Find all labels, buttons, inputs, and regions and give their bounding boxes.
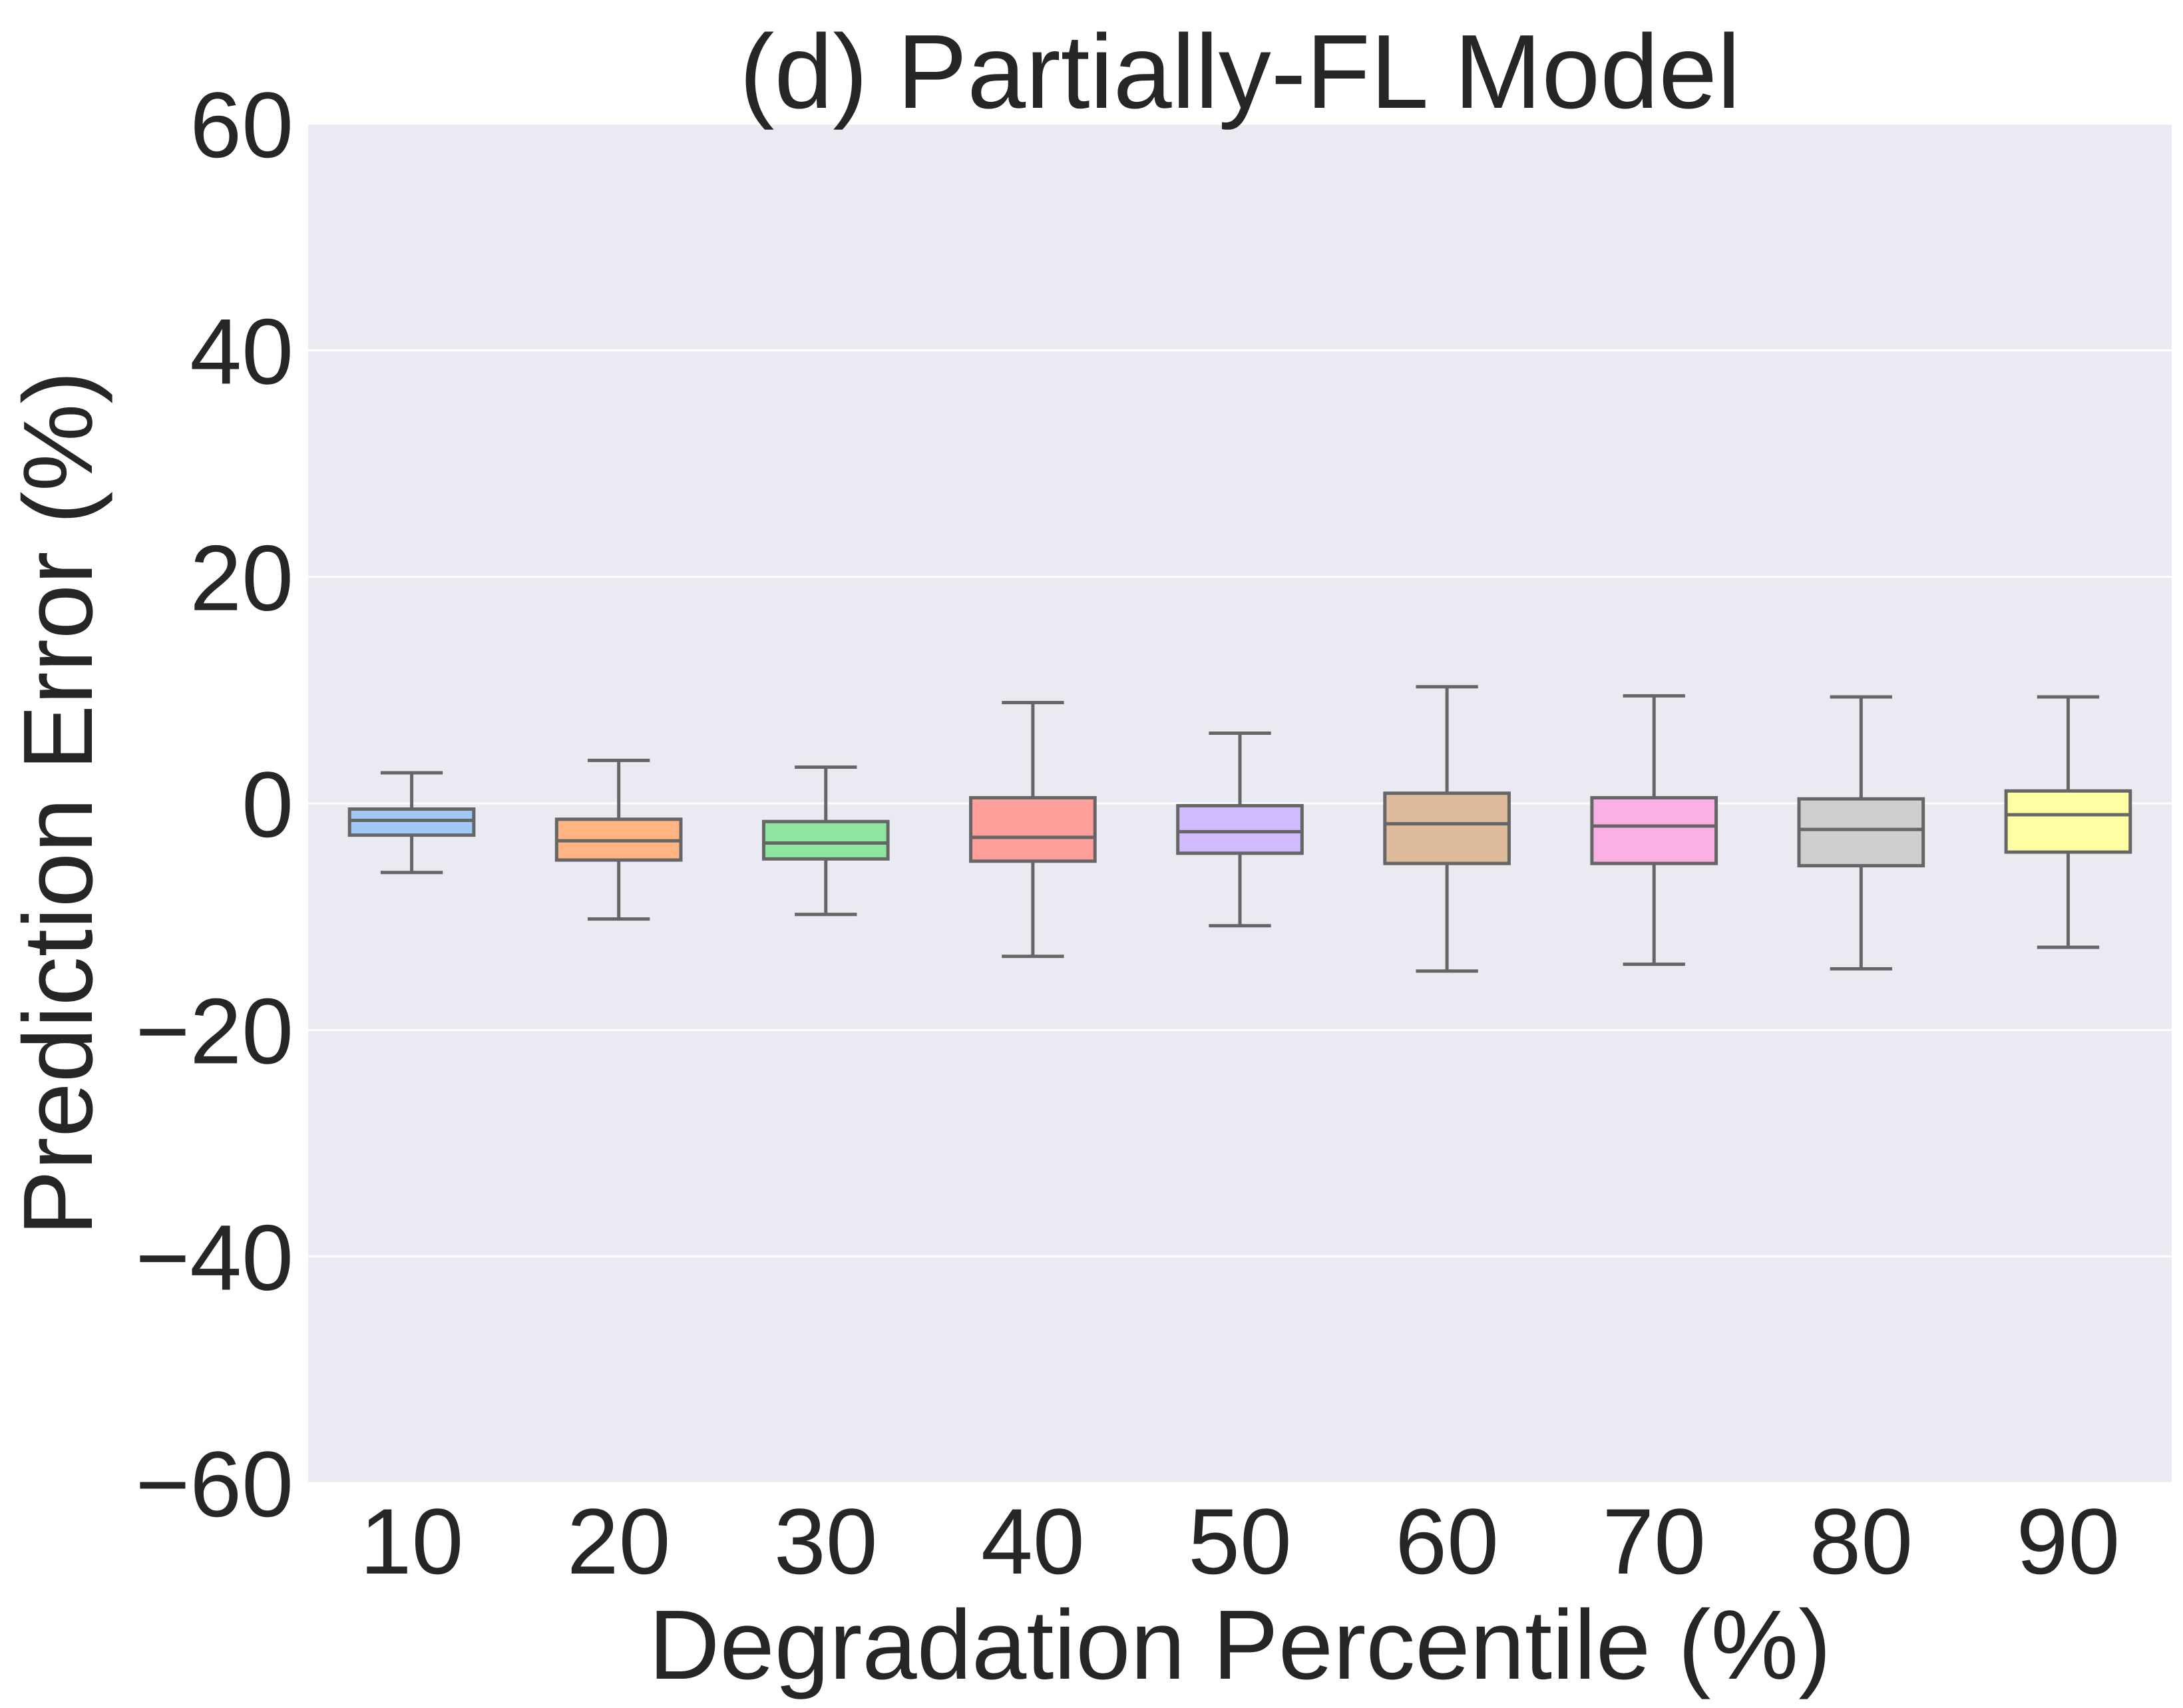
y-tick-label: −40 [136, 1205, 294, 1310]
box-80 [1797, 695, 1925, 970]
box-iqr [1590, 795, 1718, 865]
box-iqr [2004, 789, 2132, 854]
box-60 [1383, 685, 1511, 973]
box-iqr [1176, 803, 1304, 855]
box-50 [1176, 731, 1304, 928]
y-tick-label: 40 [190, 299, 294, 403]
box-iqr [761, 819, 890, 861]
y-tick-label: 0 [242, 752, 294, 857]
box-series [347, 685, 2132, 973]
box-iqr [1797, 797, 1925, 868]
x-tick-label: 80 [1809, 1489, 1913, 1594]
box-70 [1590, 694, 1718, 966]
x-tick-label: 70 [1602, 1489, 1706, 1594]
y-axis-label: Prediction Error (%) [3, 371, 113, 1235]
x-axis-label: Degradation Percentile (%) [649, 1590, 1832, 1700]
box-30 [761, 765, 890, 917]
x-axis-ticks: 10 20 30 40 50 60 70 80 90 [360, 1489, 2120, 1594]
box-10 [347, 771, 476, 875]
x-tick-label: 30 [774, 1489, 878, 1594]
x-tick-label: 50 [1188, 1489, 1292, 1594]
x-tick-label: 40 [981, 1489, 1085, 1594]
box-iqr [1383, 791, 1511, 865]
x-tick-label: 20 [567, 1489, 671, 1594]
y-tick-label: 20 [190, 526, 294, 630]
box-90 [2004, 695, 2132, 949]
y-tick-label: −60 [136, 1432, 294, 1536]
box-iqr [969, 795, 1097, 863]
x-tick-label: 60 [1395, 1489, 1499, 1594]
box-20 [554, 758, 683, 921]
y-tick-label: 60 [190, 73, 294, 177]
box-40 [969, 701, 1097, 959]
y-axis-ticks: −60 −40 −20 0 20 40 60 [136, 73, 294, 1536]
chart-title: (d) Partially-FL Model [739, 13, 1740, 130]
x-tick-label: 10 [360, 1489, 464, 1594]
x-tick-label: 90 [2017, 1489, 2120, 1594]
box-iqr [347, 807, 476, 837]
y-tick-label: −20 [136, 978, 294, 1083]
